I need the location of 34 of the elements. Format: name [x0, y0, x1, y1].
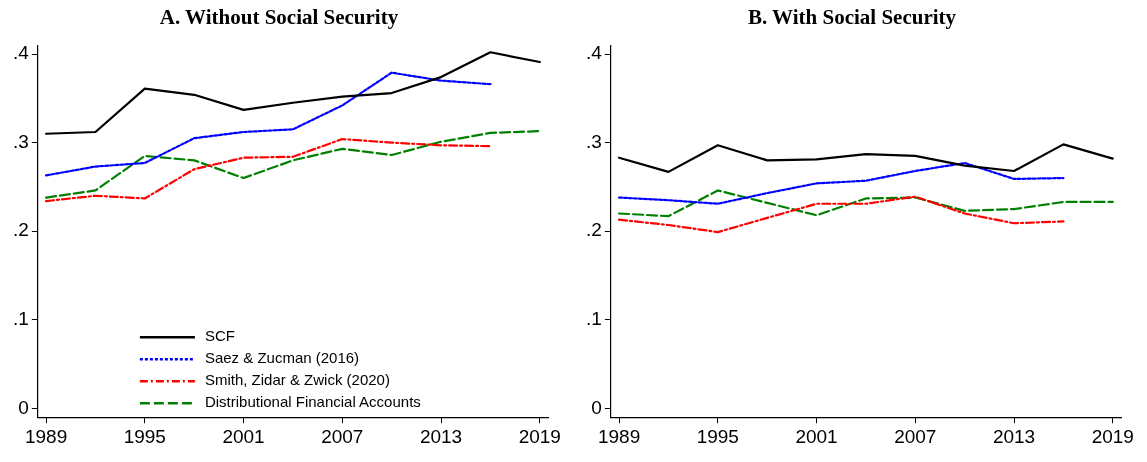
- x-tick-label: 1995: [123, 425, 166, 447]
- x-tick-label: 2001: [222, 425, 265, 447]
- y-tick-label: .4: [585, 42, 603, 64]
- legend-label: Saez & Zucman (2016): [204, 349, 360, 367]
- x-tick-label: 2013: [992, 425, 1036, 447]
- y-tick-label: 0: [18, 396, 29, 418]
- x-tick-label: 2019: [518, 425, 561, 447]
- line-series: [617, 195, 1065, 234]
- y-tick-label: .3: [12, 130, 29, 152]
- x-tick-label: 1995: [696, 425, 739, 447]
- y-tick-label: 0: [591, 396, 602, 418]
- x-tick-label: 2013: [419, 425, 463, 447]
- line-series: [44, 71, 492, 177]
- y-tick-label: .2: [12, 219, 29, 241]
- y-tick-label: .1: [12, 308, 29, 330]
- chart-title: B. With Social Security: [747, 5, 957, 30]
- x-tick-label: 2007: [321, 425, 364, 447]
- y-tick-label: .4: [12, 42, 30, 64]
- x-tick-label: 2001: [795, 425, 838, 447]
- x-tick-label: 2019: [1091, 425, 1134, 447]
- legend-label: Smith, Zidar & Zwick (2020): [204, 371, 390, 389]
- legend-label: Distributional Financial Accounts: [204, 393, 421, 411]
- line-series: [44, 137, 492, 203]
- x-tick-label: 2007: [894, 425, 937, 447]
- line-series: [617, 161, 1065, 205]
- y-tick-label: .1: [585, 308, 602, 330]
- legend-label: SCF: [204, 327, 235, 345]
- y-tick-label: .2: [585, 219, 602, 241]
- line-series: [44, 130, 541, 199]
- x-tick-label: 1989: [597, 425, 641, 447]
- x-tick-label: 1989: [24, 425, 68, 447]
- line-series: [617, 189, 1114, 218]
- chart-title: A. Without Social Security: [159, 5, 399, 30]
- y-tick-label: .3: [585, 130, 602, 152]
